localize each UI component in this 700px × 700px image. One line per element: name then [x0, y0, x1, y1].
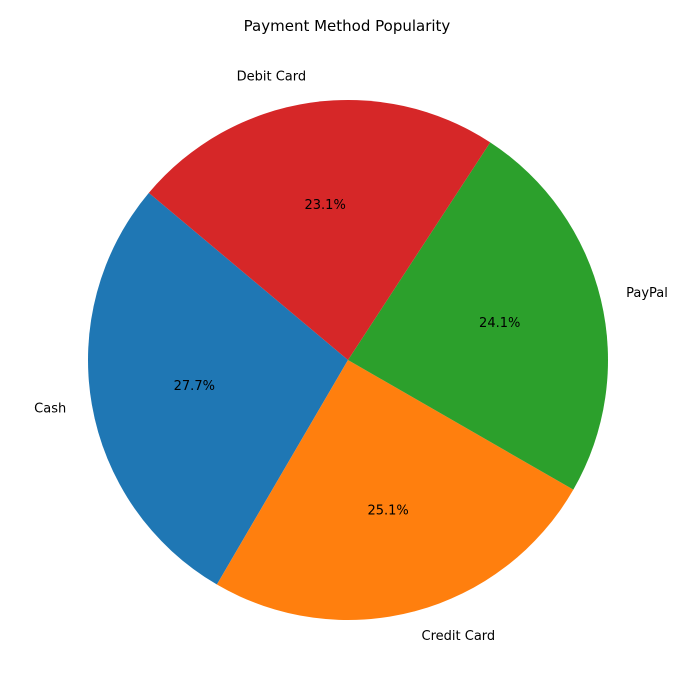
pie-slice-cash: [87, 192, 348, 585]
slice-label-cash: Cash: [34, 401, 66, 416]
slice-label-debit-card: Debit Card: [237, 70, 307, 85]
pie-slice-credit-card: [216, 360, 574, 620]
pct-label-credit-card: 25.1%: [367, 503, 408, 518]
pct-label-paypal: 24.1%: [479, 316, 520, 331]
pie-labels: Cash 27.7% Credit Card 25.1% PayPal 24.1% Debi…: [34, 70, 668, 644]
pct-label-debit-card: 23.1%: [305, 198, 346, 213]
pie-slice-paypal: [348, 142, 608, 490]
pie-slice-debit-card: [148, 100, 491, 361]
pct-label-cash: 27.7%: [174, 379, 215, 394]
pie-slices: [87, 100, 608, 620]
chart-title: Payment Method Popularity: [244, 17, 451, 35]
slice-label-paypal: PayPal: [626, 286, 668, 301]
slice-label-credit-card: Credit Card: [422, 629, 496, 644]
